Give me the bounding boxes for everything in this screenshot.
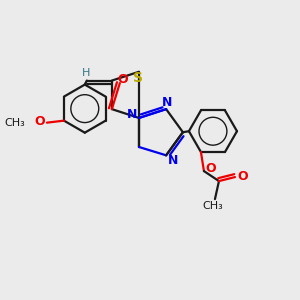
Text: CH₃: CH₃ [202,201,223,211]
Text: CH₃: CH₃ [4,118,25,128]
Text: H: H [82,68,90,78]
Text: S: S [133,71,143,85]
Text: O: O [118,73,128,85]
Text: O: O [34,115,45,128]
Text: N: N [162,96,172,109]
Text: O: O [238,169,248,183]
Text: N: N [127,108,137,122]
Text: O: O [206,162,216,175]
Text: N: N [168,154,178,167]
